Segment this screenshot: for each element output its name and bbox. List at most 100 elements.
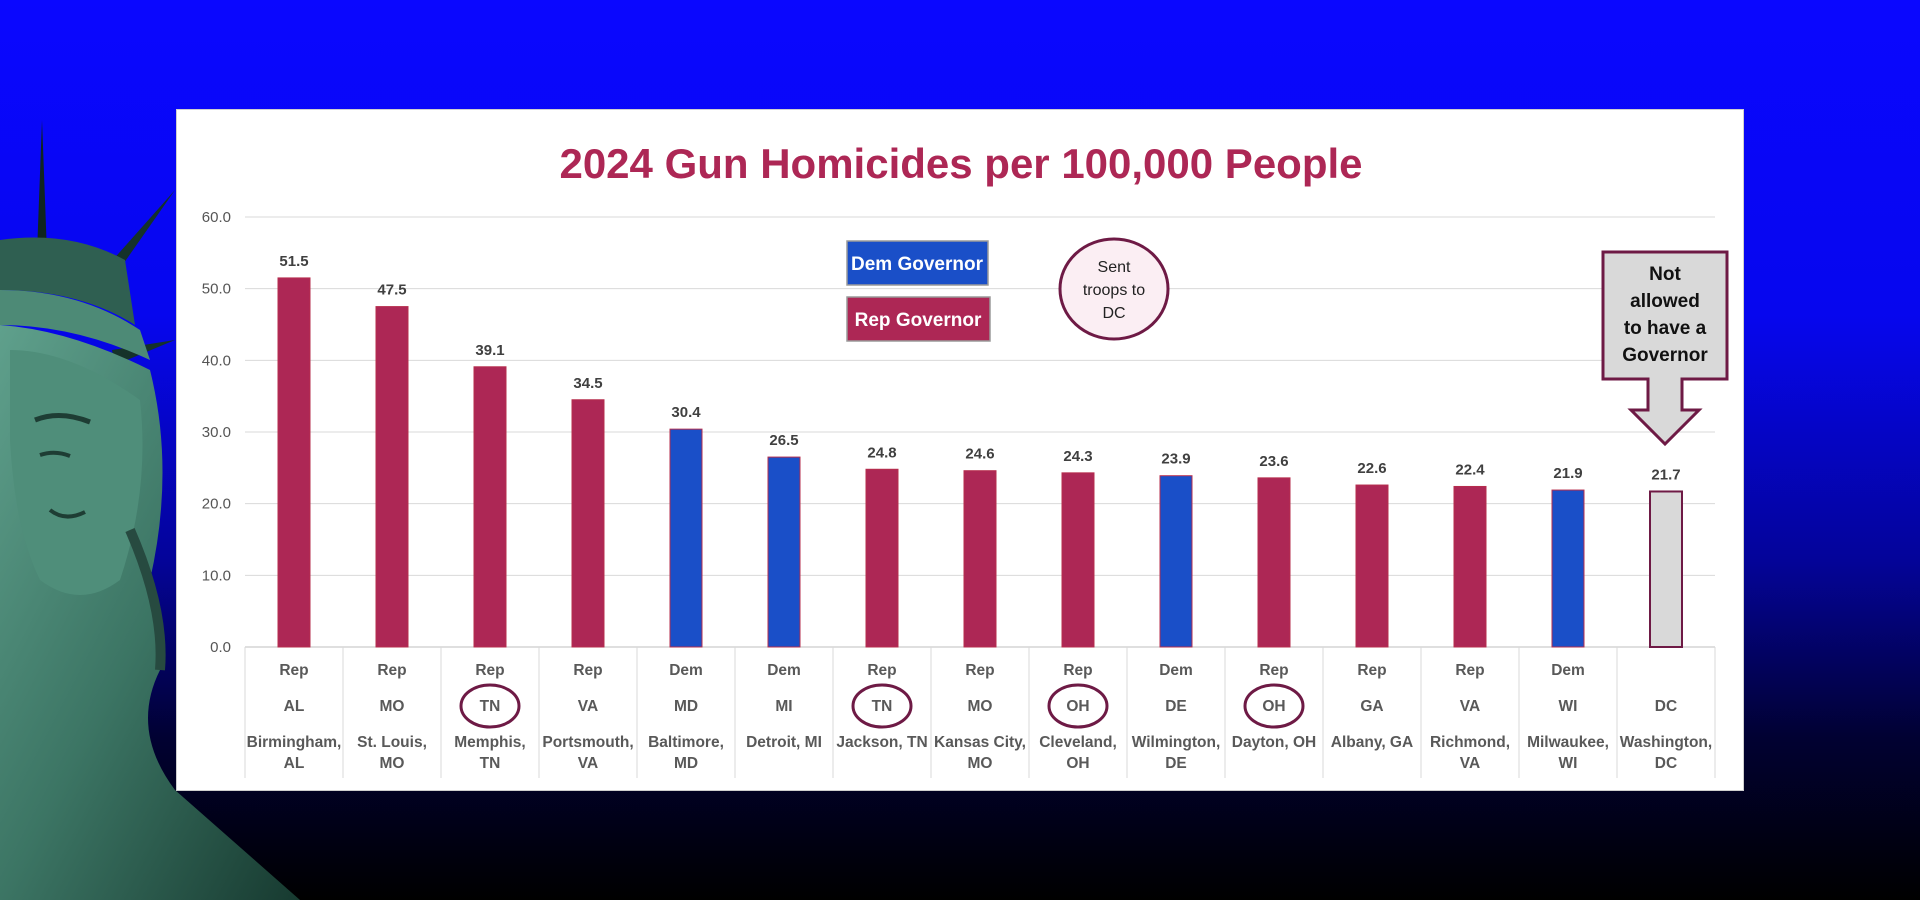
chart-panel: 2024 Gun Homicides per 100,000 People 0.… [176,109,1744,791]
city-label: MO [380,755,405,772]
state-label: MI [775,698,792,715]
city-label: AL [284,755,305,772]
data-label: 47.5 [377,282,406,299]
data-label: 24.8 [867,444,896,461]
data-label: 34.5 [573,375,602,392]
dc-callout-line-3: to have a [1624,318,1707,339]
legend-rep-swatch [846,296,991,342]
state-label: OH [1262,698,1285,715]
city-label: St. Louis, [357,734,427,751]
y-tick-label: 20.0 [202,496,231,513]
data-label: 24.6 [965,446,994,463]
dc-callout-arrow [1601,250,1729,447]
sent-troops-line-2: troops to [1083,282,1145,299]
bar [669,428,703,648]
legend-dem-label: Dem Governor [851,254,984,275]
state-label: GA [1360,698,1383,715]
bar [1257,477,1291,648]
data-label: 30.4 [671,404,701,421]
city-label: OH [1066,755,1089,772]
city-label: MD [674,755,698,772]
bar [865,468,899,648]
y-tick-label: 60.0 [202,209,231,226]
city-label: MO [968,755,993,772]
bar [1453,485,1487,648]
city-label: VA [578,755,598,772]
party-label: Rep [1259,662,1288,679]
sent-troops-note: Sent troops to DC [1058,237,1170,341]
data-label: 23.9 [1161,451,1190,468]
bar [277,277,311,648]
y-tick-label: 0.0 [210,639,231,656]
city-label: TN [480,755,501,772]
sent-troops-line-3: DC [1102,305,1125,322]
data-label: 24.3 [1063,448,1092,465]
bar [1355,484,1389,648]
legend-dem-swatch [846,240,989,286]
state-label: VA [578,698,598,715]
legend: Dem Governor Rep Governor [846,240,991,342]
bar [473,366,507,648]
state-label: TN [480,698,501,715]
y-tick-label: 40.0 [202,352,231,369]
state-highlight-circle [1047,683,1109,729]
bar [375,306,409,648]
party-label: Rep [279,662,308,679]
city-label: Detroit, MI [746,734,822,751]
state-highlight-circle [851,683,913,729]
state-highlight-circle [1243,683,1305,729]
sent-troops-circle [1058,237,1170,341]
party-label: Rep [1063,662,1092,679]
city-label: Albany, GA [1331,734,1413,751]
dc-callout-line-4: Governor [1622,345,1708,366]
state-label: DE [1165,698,1187,715]
bar [1159,475,1193,648]
y-tick-label: 30.0 [202,424,231,441]
data-label: 51.5 [279,253,308,270]
party-label: Dem [1551,662,1585,679]
city-label: Wilmington, [1132,734,1221,751]
state-label: VA [1460,698,1480,715]
city-label: Richmond, [1430,734,1510,751]
dc-callout: Not allowed to have a Governor [1601,250,1729,447]
bar [963,470,997,648]
city-label: Portsmouth, [542,734,633,751]
category-axis: Rep AL Birmingham, AL Rep MO St. Louis, MO Rep TN… [244,647,1716,778]
dc-callout-line-2: allowed [1630,291,1700,312]
city-label: Jackson, TN [836,734,927,751]
city-label: Memphis, [454,734,525,751]
y-axis-ticks: 0.0 10.0 20.0 30.0 40.0 50.0 60.0 [202,209,231,656]
state-label: TN [872,698,893,715]
statue-of-liberty-image [0,120,300,900]
state-label: WI [1559,698,1578,715]
data-label: 21.7 [1651,466,1680,483]
state-label: MO [380,698,405,715]
party-label: Rep [377,662,406,679]
data-label: 26.5 [769,432,798,449]
bar [1551,489,1585,648]
state-label: MO [968,698,993,715]
party-label: Rep [573,662,602,679]
party-label: Rep [867,662,896,679]
party-label: Dem [1159,662,1193,679]
city-label: Birmingham, [247,734,342,751]
legend-rep-label: Rep Governor [855,310,982,331]
city-label: Washington, [1620,734,1712,751]
city-label: Baltimore, [648,734,724,751]
data-label: 22.4 [1455,461,1485,478]
party-label: Rep [1357,662,1386,679]
bar [1061,472,1095,648]
city-label: Cleveland, [1039,734,1117,751]
bar-chart: 2024 Gun Homicides per 100,000 People 0.… [202,140,1729,778]
bars: 51.5 47.5 39.1 34.5 30.4 26.5 24.8 24.6 24.3 23.9… [277,253,1683,648]
city-label: Dayton, OH [1232,734,1316,751]
party-label: Dem [669,662,703,679]
party-label: Dem [767,662,801,679]
y-tick-label: 10.0 [202,567,231,584]
chart-title: 2024 Gun Homicides per 100,000 People [559,140,1362,187]
state-label: AL [284,698,305,715]
data-label: 39.1 [475,342,504,359]
y-tick-label: 50.0 [202,281,231,298]
city-label: DC [1655,755,1677,772]
state-label: OH [1066,698,1089,715]
